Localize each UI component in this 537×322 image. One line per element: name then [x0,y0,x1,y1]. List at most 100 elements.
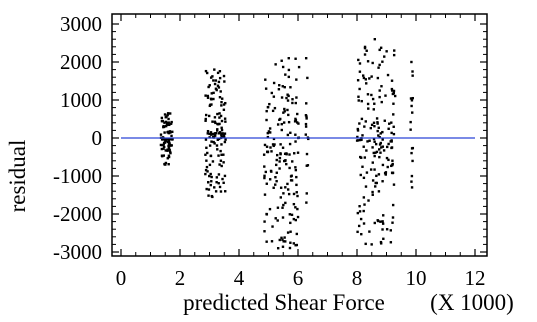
data-point [217,137,221,141]
data-point [216,112,219,116]
data-point [209,183,212,187]
data-point [305,117,308,120]
data-point [295,78,298,81]
data-point [356,127,360,131]
data-point [392,125,395,128]
data-point [296,207,299,211]
data-point [291,101,294,105]
data-point [212,140,215,144]
data-point [167,155,171,159]
data-point [287,113,290,117]
x-tick-label: 12 [465,266,486,290]
data-point [295,96,298,99]
x-tick-label: 2 [175,266,186,290]
data-point [216,84,220,87]
data-point [262,153,266,156]
y-tick-label: -3000 [53,240,102,264]
data-point [283,107,286,111]
data-point [379,46,383,49]
data-point [278,84,281,87]
data-point [171,137,174,141]
data-point [223,80,226,83]
data-point [268,127,272,130]
data-point [263,220,266,223]
data-point [167,131,170,134]
data-point [167,163,170,166]
data-point [166,149,169,152]
data-point [288,246,292,250]
data-point [224,190,227,193]
data-point [212,97,215,101]
data-point [286,93,289,96]
data-point [282,121,286,124]
data-point [392,183,396,186]
data-point [382,214,385,217]
data-point [266,105,270,109]
data-point [276,123,280,126]
data-point [204,119,207,122]
data-point [210,92,213,95]
data-point [366,102,370,106]
data-point [222,135,226,138]
data-point [366,140,369,143]
data-point [265,240,268,243]
data-point [371,179,375,182]
data-point [265,118,268,122]
x-multiplier-label: (X 1000) [430,290,514,315]
data-point [286,182,289,186]
data-point [204,172,207,176]
data-point [387,158,390,162]
data-point [356,230,359,234]
data-point [163,121,166,124]
data-point [411,70,414,73]
data-point [264,170,268,174]
data-point [288,213,292,216]
data-point [358,210,362,213]
data-point [167,142,171,145]
data-point [167,145,170,148]
data-point [386,145,389,149]
data-point [220,164,223,168]
data-point [373,154,376,158]
data-point [275,171,278,174]
data-point [212,79,215,82]
data-point [208,136,211,139]
data-point [167,138,171,142]
data-point [378,89,381,92]
data-point [375,181,378,185]
data-point [305,115,308,118]
data-point [370,243,373,246]
data-point [364,78,367,81]
data-point [215,181,218,184]
data-point [381,180,384,183]
data-point [164,120,168,124]
data-point [169,151,172,155]
data-point [204,138,208,141]
data-point [270,240,274,243]
data-point [284,201,287,205]
data-point [372,137,376,141]
data-point [264,87,268,90]
data-point [376,129,379,133]
data-point [358,138,362,142]
x-tick-label: 0 [116,266,127,290]
data-point [365,82,368,85]
data-point [222,181,225,185]
data-point [276,247,280,250]
data-point [208,174,211,178]
data-point [205,146,208,150]
data-point [163,113,167,116]
data-point [362,196,366,199]
data-point [282,240,285,243]
data-point [356,139,360,142]
data-point [277,88,281,91]
data-point [357,58,360,62]
data-point [382,149,386,152]
data-point [164,139,167,142]
data-point [278,167,281,170]
data-point [206,96,210,99]
data-point [216,129,219,132]
data-point [217,154,220,157]
data-point [307,137,310,141]
data-point [356,129,360,132]
